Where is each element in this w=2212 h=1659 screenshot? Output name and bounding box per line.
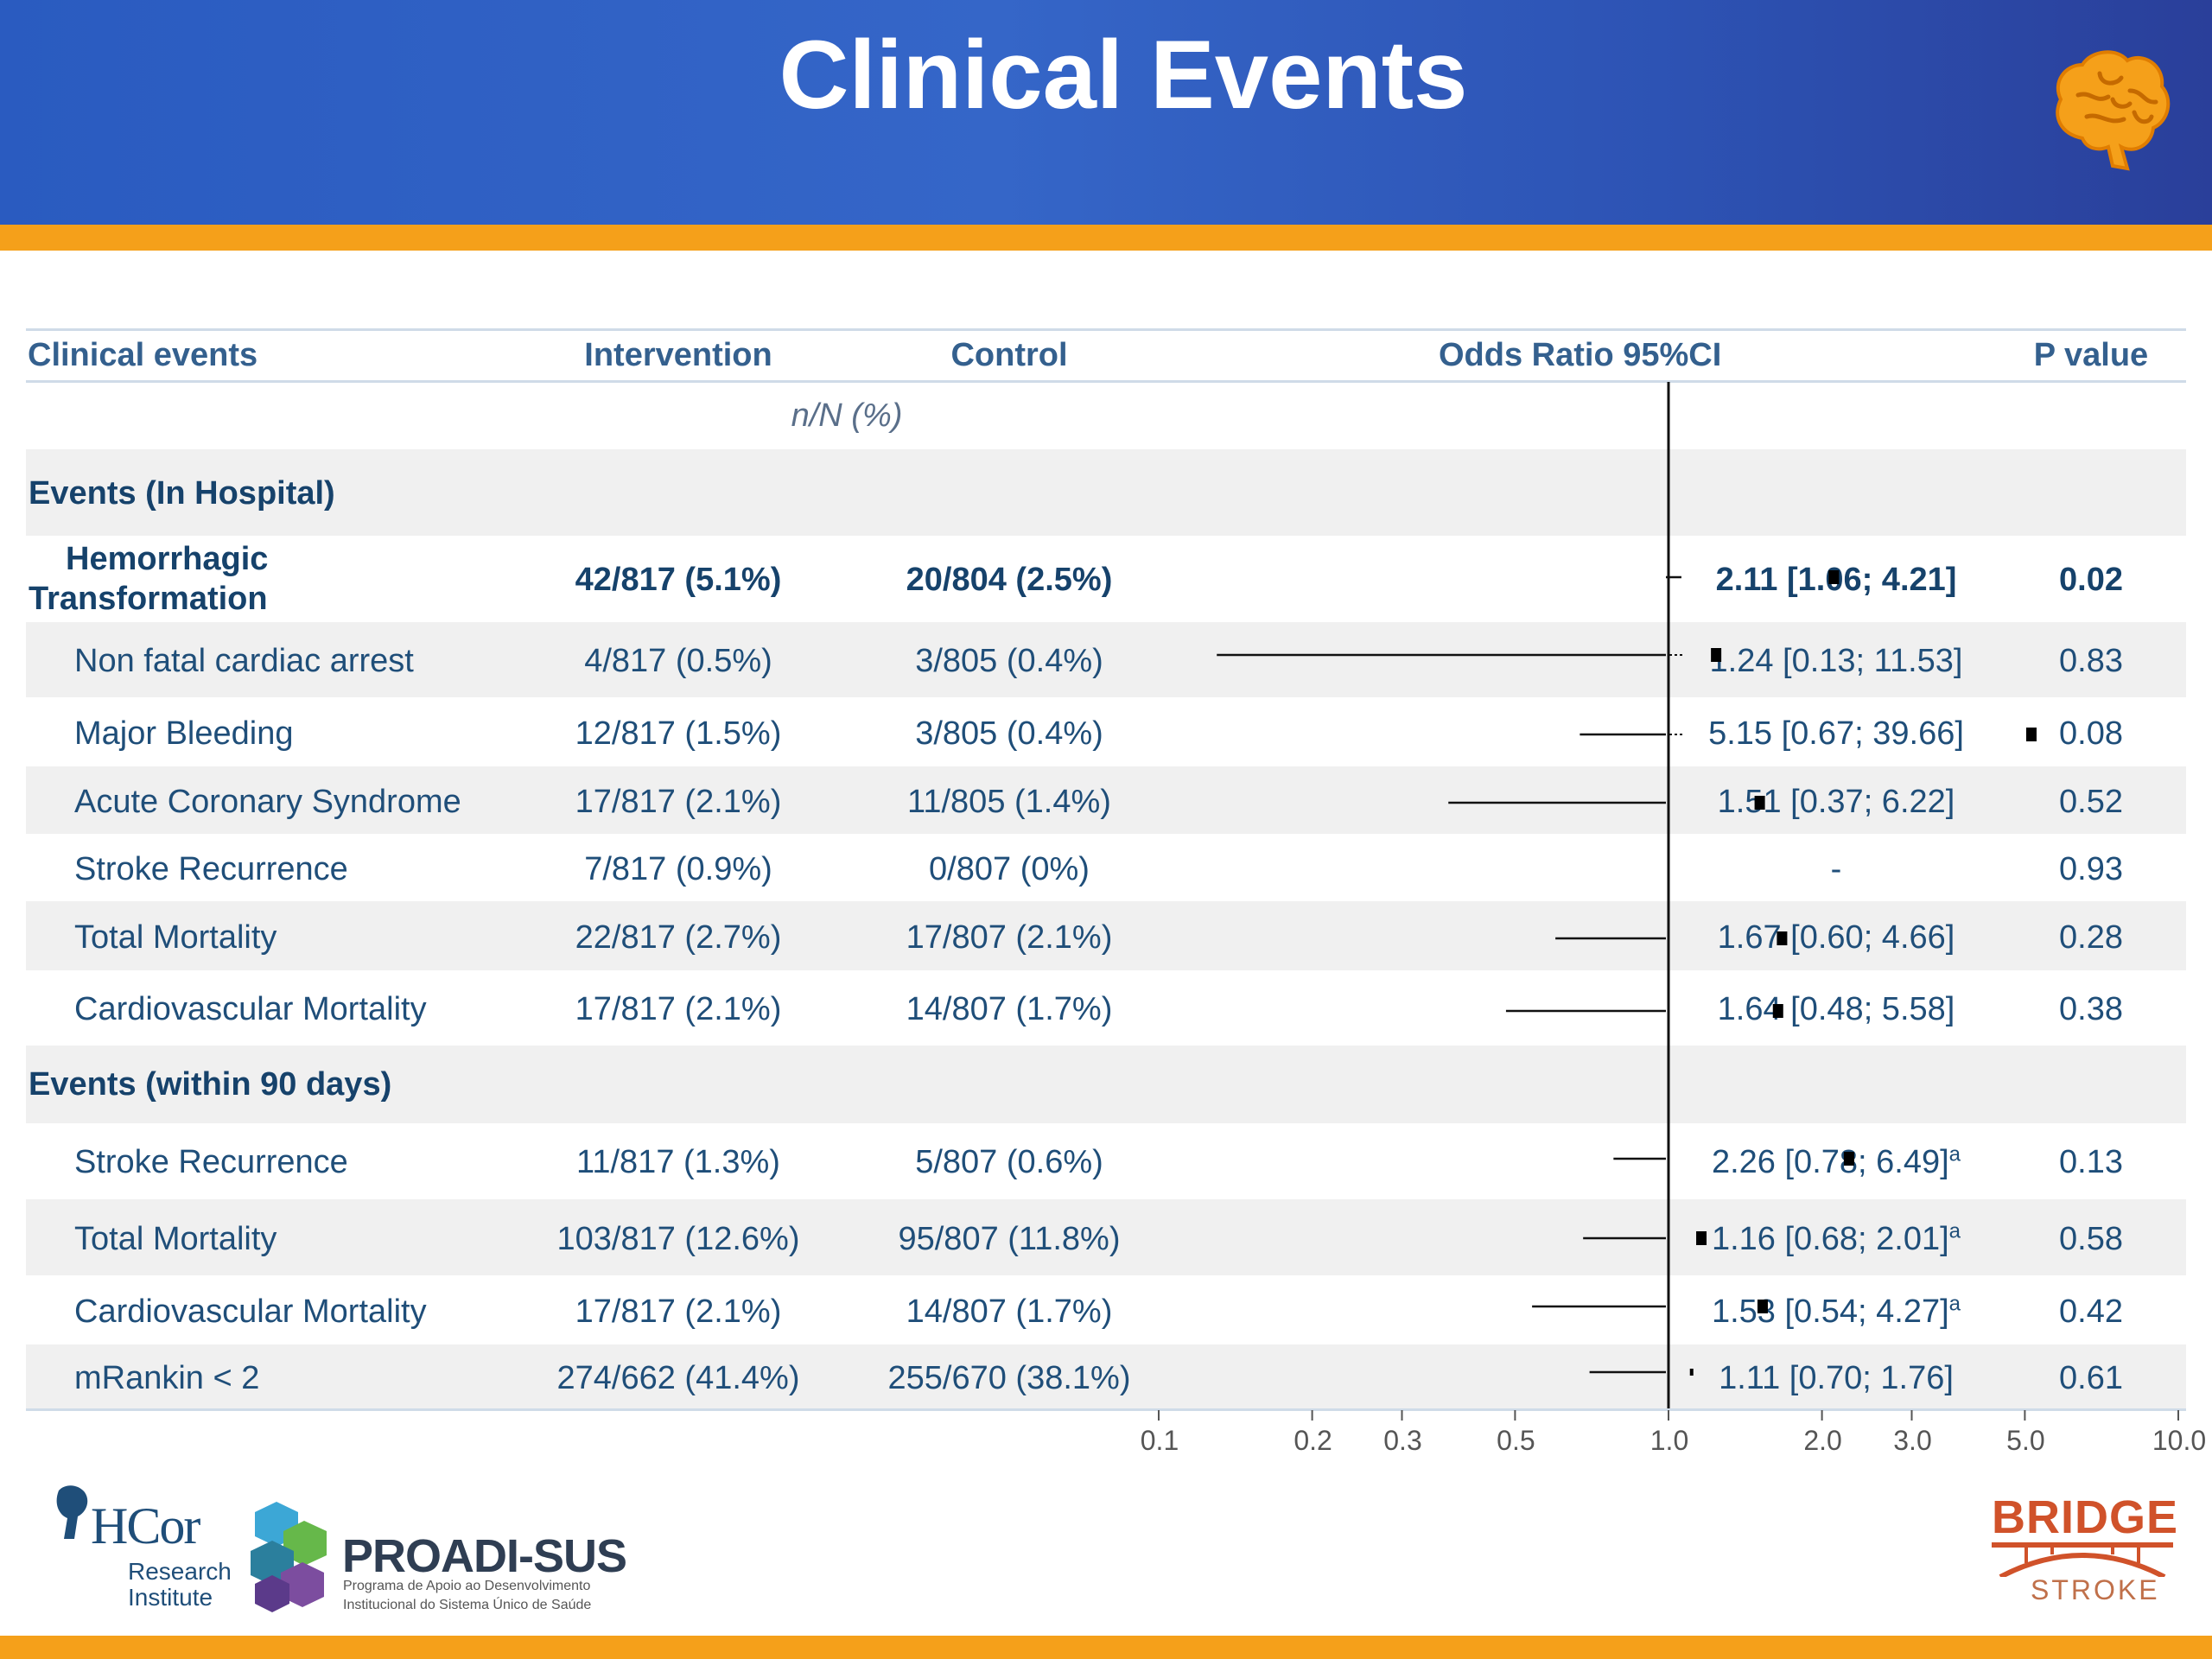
odds-ratio-ci: 1.64 [0.48; 5.58] xyxy=(1717,991,1955,1027)
p-value: 0.83 xyxy=(2059,643,2123,679)
table-header-rule xyxy=(26,380,2186,383)
hcor-heart-icon xyxy=(56,1485,88,1539)
hcor-wordmark: HCor xyxy=(91,1497,200,1554)
row-bg xyxy=(26,766,2186,834)
event-name: Transformation xyxy=(29,581,268,617)
axis-tick-label: 0.3 xyxy=(1383,1425,1421,1456)
row-bg xyxy=(26,901,2186,970)
row-bg xyxy=(26,1344,2186,1408)
bridge-arch-icon xyxy=(1992,1542,2173,1577)
col-header-intervention: Intervention xyxy=(584,337,772,373)
table-top-rule xyxy=(26,328,2186,331)
event-name: Stroke Recurrence xyxy=(74,1144,348,1180)
control-value: 14/807 (1.7%) xyxy=(906,1294,1113,1330)
table-bottom-rule xyxy=(26,1408,2186,1411)
intervention-value: 17/817 (2.1%) xyxy=(575,1294,782,1330)
axis-tick-label: 0.1 xyxy=(1141,1425,1179,1456)
row-bg xyxy=(26,1199,2186,1275)
p-value: 0.02 xyxy=(2059,562,2123,598)
odds-ratio-ci: 5.15 [0.67; 39.66] xyxy=(1708,715,1964,752)
event-name: Cardiovascular Mortality xyxy=(74,1294,427,1330)
p-value: 0.28 xyxy=(2059,919,2123,956)
axis-tick-label: 10.0 xyxy=(2152,1425,2206,1456)
control-value: 0/807 (0%) xyxy=(929,851,1090,887)
event-name: Total Mortality xyxy=(74,919,277,956)
control-value: 20/804 (2.5%) xyxy=(906,562,1113,598)
odds-ratio-ci: 1.51 [0.37; 6.22] xyxy=(1717,784,1955,820)
col-header-events: Clinical events xyxy=(28,337,258,373)
p-value: 0.61 xyxy=(2059,1360,2123,1396)
bridge-subtitle: STROKE xyxy=(2031,1574,2160,1605)
control-value: 255/670 (38.1%) xyxy=(887,1360,1131,1396)
n-over-n-subheader: n/N (%) xyxy=(791,397,903,434)
odds-ratio-ci: 1.53 [0.54; 4.27]a xyxy=(1711,1292,1961,1330)
intervention-value: 17/817 (2.1%) xyxy=(575,784,782,820)
axis-tick-label: 0.2 xyxy=(1294,1425,1332,1456)
col-header-p-value: P value xyxy=(2033,337,2149,373)
header-banner xyxy=(0,0,2212,225)
intervention-value: 42/817 (5.1%) xyxy=(575,562,782,598)
intervention-value: 103/817 (12.6%) xyxy=(556,1221,800,1257)
event-name: Major Bleeding xyxy=(74,715,294,752)
col-header-odds-ratio: Odds Ratio 95%CI xyxy=(1439,337,1722,373)
p-value: 0.58 xyxy=(2059,1221,2123,1257)
footer-accent-stripe xyxy=(0,1636,2212,1659)
odds-ratio-ci: 1.16 [0.68; 2.01]a xyxy=(1711,1219,1961,1257)
section-bg-90-days xyxy=(26,1046,2186,1123)
odds-ratio-ci: 2.26 [0.78; 6.49]a xyxy=(1711,1142,1961,1180)
control-value: 14/807 (1.7%) xyxy=(906,991,1113,1027)
hcor-subtitle: Institute xyxy=(128,1584,213,1611)
odds-ratio-ci: - xyxy=(1830,851,1842,887)
section-bg-in-hospital xyxy=(26,449,2186,536)
control-value: 17/807 (2.1%) xyxy=(906,919,1113,956)
intervention-value: 17/817 (2.1%) xyxy=(575,991,782,1027)
intervention-value: 11/817 (1.3%) xyxy=(576,1144,780,1180)
intervention-value: 4/817 (0.5%) xyxy=(584,643,772,679)
control-value: 3/805 (0.4%) xyxy=(915,715,1103,752)
proadi-cubes-icon xyxy=(251,1502,327,1612)
p-value: 0.08 xyxy=(2059,715,2123,752)
axis-tick-label: 1.0 xyxy=(1650,1425,1688,1456)
p-value: 0.13 xyxy=(2059,1144,2123,1180)
intervention-value: 12/817 (1.5%) xyxy=(575,715,782,752)
axis-tick-label: 3.0 xyxy=(1893,1425,1931,1456)
header-accent-stripe xyxy=(0,225,2212,251)
intervention-value: 274/662 (41.4%) xyxy=(556,1360,800,1396)
odds-ratio-ci: 1.67 [0.60; 4.66] xyxy=(1717,919,1955,956)
p-value: 0.52 xyxy=(2059,784,2123,820)
intervention-value: 22/817 (2.7%) xyxy=(575,919,782,956)
proadi-sus-subtitle: Institucional do Sistema Único de Saúde xyxy=(343,1598,592,1612)
section-label-in-hospital: Events (In Hospital) xyxy=(29,475,335,512)
intervention-value: 7/817 (0.9%) xyxy=(584,851,772,887)
proadi-sus-wordmark: PROADI-SUS xyxy=(342,1530,627,1582)
event-name: Hemorrhagic xyxy=(66,541,269,577)
p-value: 0.42 xyxy=(2059,1294,2123,1330)
event-name: Stroke Recurrence xyxy=(74,851,348,887)
odds-ratio-ci: 2.11 [1.06; 4.21] xyxy=(1715,562,1957,598)
control-value: 95/807 (11.8%) xyxy=(898,1221,1121,1257)
slide-title: Clinical Events xyxy=(779,21,1468,129)
odds-ratio-ci: 1.11 [0.70; 1.76] xyxy=(1719,1360,1954,1396)
p-value: 0.38 xyxy=(2059,991,2123,1027)
axis-tick-label: 2.0 xyxy=(1803,1425,1841,1456)
hcor-subtitle: Research xyxy=(128,1558,232,1585)
event-name: Non fatal cardiac arrest xyxy=(74,643,414,679)
odds-ratio-ci: 1.24 [0.13; 11.53] xyxy=(1709,643,1963,679)
event-name: Acute Coronary Syndrome xyxy=(74,784,461,820)
event-name: Cardiovascular Mortality xyxy=(74,991,427,1027)
control-value: 11/805 (1.4%) xyxy=(907,784,1111,820)
bridge-wordmark: BRIDGE xyxy=(1992,1491,2179,1543)
brain-icon xyxy=(2056,50,2171,171)
col-header-control: Control xyxy=(950,337,1068,373)
section-label-within-90-days: Events (within 90 days) xyxy=(29,1066,392,1103)
row-bg xyxy=(26,622,2186,697)
p-value: 0.93 xyxy=(2059,851,2123,887)
proadi-sus-subtitle: Programa de Apoio ao Desenvolvimento xyxy=(343,1579,591,1593)
control-value: 5/807 (0.6%) xyxy=(915,1144,1103,1180)
event-name: Total Mortality xyxy=(74,1221,277,1257)
control-value: 3/805 (0.4%) xyxy=(915,643,1103,679)
axis-tick-label: 0.5 xyxy=(1497,1425,1535,1456)
axis-tick-label: 5.0 xyxy=(2006,1425,2044,1456)
event-name: mRankin < 2 xyxy=(74,1360,260,1396)
